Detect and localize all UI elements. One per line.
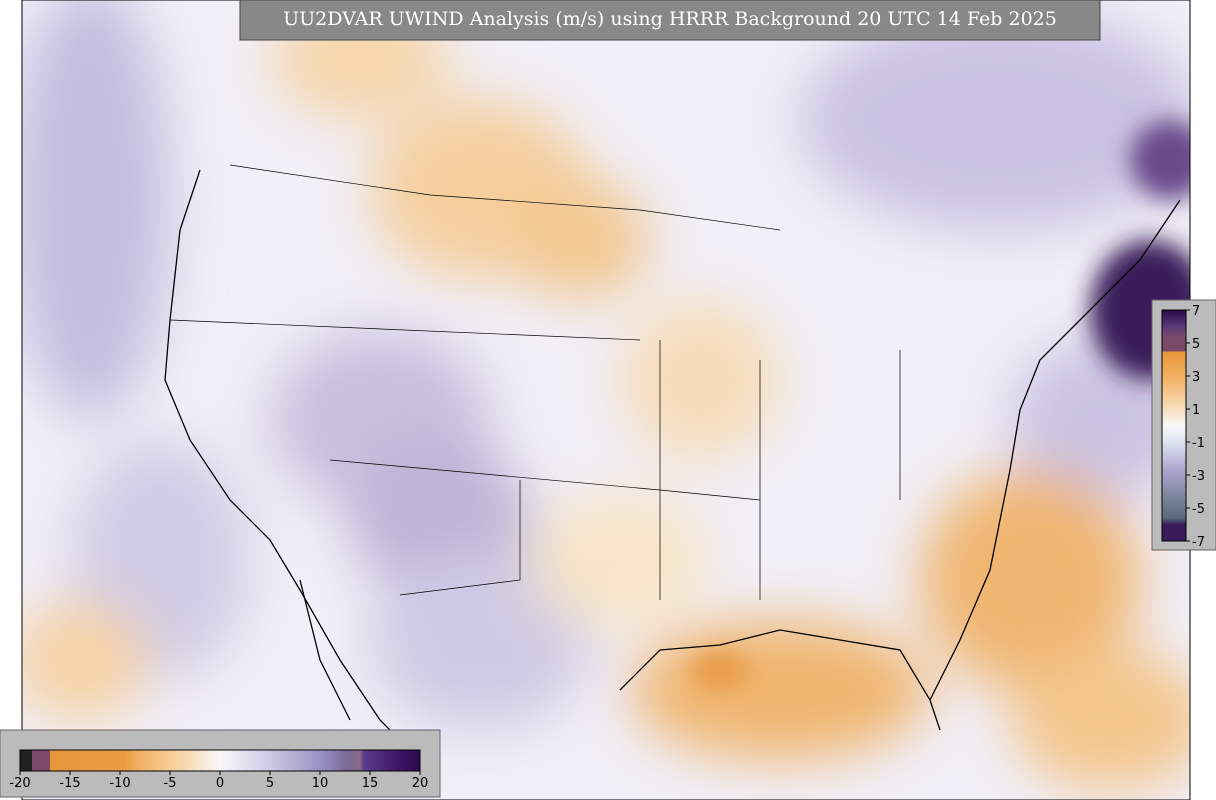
tick-label: -20 <box>9 776 30 791</box>
title-box <box>239 0 1101 41</box>
tick-label: -3 <box>1192 469 1205 484</box>
tick-label: -10 <box>109 776 130 791</box>
tick-label: 5 <box>1192 337 1200 352</box>
coastline <box>164 169 1181 761</box>
tick-label: -5 <box>164 776 177 791</box>
tick-label: -15 <box>59 776 80 791</box>
tick-label: 5 <box>266 776 274 791</box>
tick-label: 7 <box>1192 304 1200 319</box>
title: UU2DVAR UWIND Analysis (m/s) using HRRR … <box>283 8 1057 30</box>
colorbar-right: 7 5 3 1 -1 -3 -5 -7 <box>1151 299 1216 551</box>
tick-label: 15 <box>362 776 379 791</box>
tick-label: 10 <box>312 776 329 791</box>
borders <box>169 164 901 600</box>
tick-label: 0 <box>216 776 224 791</box>
colorbar <box>19 749 421 772</box>
tick-label: -7 <box>1192 535 1205 550</box>
tick-label: 20 <box>412 776 429 791</box>
tick-label: -5 <box>1192 502 1205 517</box>
tick-label: 1 <box>1192 403 1200 418</box>
colorbar-bottom: -20 -15 -10 -5 0 5 10 15 20 <box>0 729 441 798</box>
tick-label: -1 <box>1192 436 1205 451</box>
wind-field <box>22 0 1190 800</box>
tick-label: 3 <box>1192 370 1200 385</box>
colorbar <box>1161 309 1187 542</box>
